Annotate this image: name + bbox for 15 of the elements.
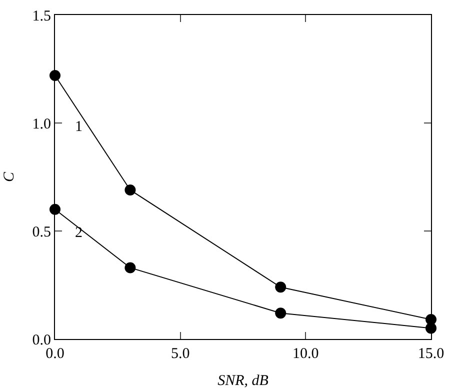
y-axis-title: C: [2, 171, 18, 182]
y-tick-label: 1.0: [32, 116, 51, 132]
point: [275, 308, 286, 319]
y-tick-label: 0.5: [32, 224, 51, 240]
point: [124, 184, 136, 196]
x-tick-label: 10.0: [292, 346, 319, 362]
y-tick-label: 1.5: [32, 8, 51, 24]
x-tick-label: 0.0: [46, 346, 64, 362]
point: [124, 262, 136, 274]
x-tick-label: 5.0: [170, 346, 190, 362]
x-tick-label: 15.0: [418, 346, 444, 362]
point: [275, 282, 286, 293]
y-tick-label: 0.0: [32, 332, 51, 348]
x-axis-title: SNR, dB: [218, 373, 268, 389]
series-label: 1: [75, 119, 82, 135]
